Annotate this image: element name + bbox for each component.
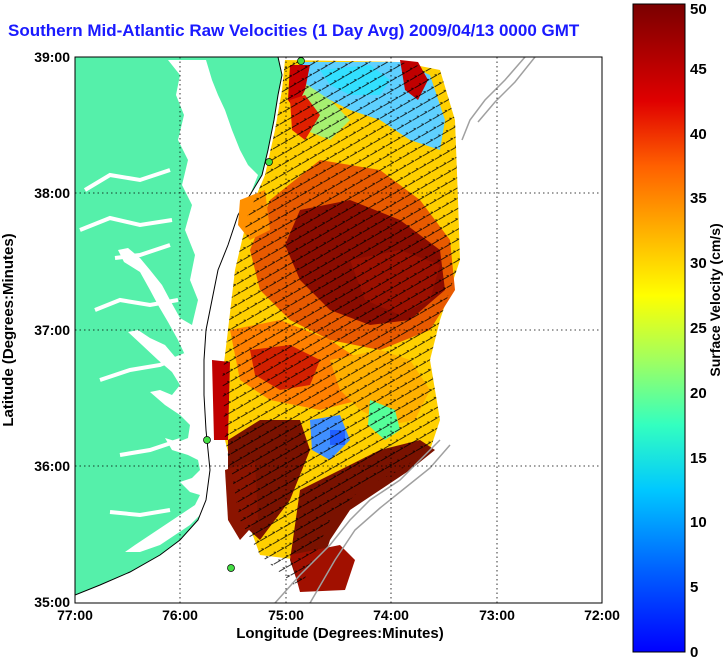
colorbar-tick-label: 5	[690, 579, 698, 596]
colorbar-tick-label: 45	[690, 61, 707, 78]
x-tick-label: 75:00	[268, 607, 304, 623]
velocity-vectors	[222, 60, 460, 590]
y-tick-label: 35:00	[34, 594, 70, 610]
colorbar-tick-label: 50	[690, 1, 707, 18]
colorbar-tick-label: 35	[690, 190, 707, 207]
tributary-rivers	[79, 168, 186, 518]
colorbar-label: Surface Velocity (cm/s)	[707, 223, 723, 376]
chesapeake-bay	[118, 60, 258, 552]
grid-lines	[75, 57, 602, 603]
y-tick-label: 38:00	[34, 185, 70, 201]
x-tick-label: 73:00	[479, 607, 515, 623]
colorbar: 0 5 10 15 20 25 30 35 40 45 50 Surface V…	[632, 1, 723, 659]
colorbar-gradient	[632, 3, 686, 653]
colorbar-tick-label: 40	[690, 126, 707, 143]
plot-frame	[74, 56, 603, 604]
colorbar-tick-label: 30	[690, 255, 707, 272]
site-marker	[227, 564, 235, 572]
x-tick-label: 72:00	[584, 607, 620, 623]
y-tick-label: 36:00	[34, 458, 70, 474]
bathymetry-contours	[274, 57, 536, 603]
colorbar-tick-label: 15	[690, 450, 707, 467]
chart-title: Southern Mid-Atlantic Raw Velocities (1 …	[8, 21, 580, 40]
x-tick-label: 76:00	[162, 607, 198, 623]
x-axis: 77:00 76:00 75:00 74:00 73:00 72:00 Long…	[57, 607, 620, 642]
site-marker	[265, 158, 273, 166]
y-axis-label: Latitude (Degrees:Minutes)	[0, 233, 17, 426]
y-tick-label: 39:00	[34, 49, 70, 65]
colorbar-tick-label: 10	[690, 514, 707, 531]
site-marker	[297, 57, 305, 65]
colorbar-tick-label: 25	[690, 320, 707, 337]
site-markers	[203, 57, 305, 572]
y-axis: 39:00 38:00 37:00 36:00 35:00 Latitude (…	[0, 49, 70, 610]
x-axis-label: Longitude (Degrees:Minutes)	[236, 625, 444, 642]
x-tick-label: 77:00	[57, 607, 93, 623]
colorbar-tick-label: 20	[690, 385, 707, 402]
site-marker	[203, 436, 211, 444]
y-tick-label: 37:00	[34, 322, 70, 338]
colorbar-tick-label: 0	[690, 644, 698, 659]
x-tick-label: 74:00	[373, 607, 409, 623]
